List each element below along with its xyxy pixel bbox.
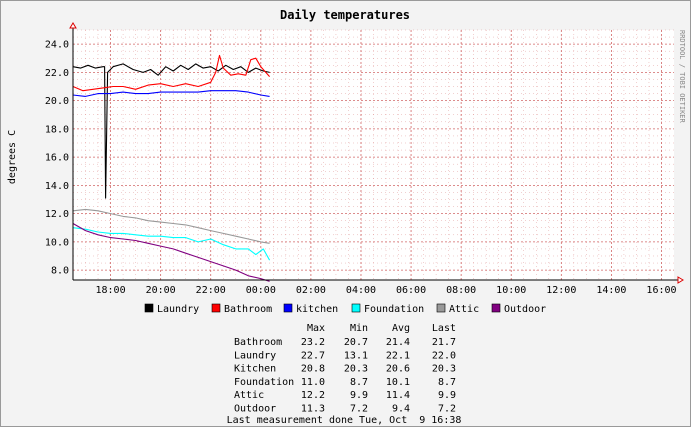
x-tick-labels: 18:00 20:00 22:00 00:00 02:00 04:00 06:00 08:00… — [96, 285, 677, 296]
stats-cell: 8.7 — [350, 377, 368, 388]
series-line-laundry — [72, 63, 270, 199]
data-series — [72, 54, 271, 282]
rrdtool-credit: RRDTOOL / TOBI OETIKER — [678, 30, 686, 124]
stats-cell: 22.7 — [301, 350, 325, 361]
x-tick-label: 12:00 — [546, 285, 576, 296]
stats-cell: 20.7 — [344, 337, 368, 348]
stats-cell: 20.3 — [432, 364, 456, 375]
legend-label: Foundation — [364, 304, 424, 315]
y-tick-label: 12.0 — [45, 209, 69, 220]
y-tick-label: 24.0 — [45, 40, 69, 51]
stats-header: Last — [432, 323, 456, 334]
stats-cell: 11.0 — [301, 377, 325, 388]
stats-cell: 13.1 — [344, 350, 368, 361]
plot-area: 24.0 22.0 20.0 18.0 16.0 14.0 12.0 10.0 8.0 18:0… — [45, 22, 684, 296]
stats-cell: 20.3 — [344, 364, 368, 375]
last-measurement-text: Last measurement done Tue, Oct 9 16:38 — [227, 415, 462, 426]
stats-header: Max — [307, 323, 325, 334]
series-line-bathroom — [72, 54, 271, 92]
stats-cell: 21.7 — [432, 337, 456, 348]
x-tick-label: 20:00 — [146, 285, 176, 296]
y-tick-label: 8.0 — [51, 266, 69, 277]
legend-label: kitchen — [296, 304, 338, 315]
stats-cell: 22.1 — [386, 350, 410, 361]
stats-header: Avg — [392, 323, 410, 334]
stats-cell: 9.9 — [350, 390, 368, 401]
stats-cell: 7.2 — [350, 404, 368, 415]
x-tick-label: 18:00 — [96, 285, 126, 296]
grid-lines — [73, 29, 674, 280]
legend-swatch-laundry — [144, 303, 154, 313]
x-tick-label: 06:00 — [396, 285, 426, 296]
stats-row-name: Foundation — [234, 377, 294, 388]
series-line-kitchen — [72, 90, 270, 97]
legend-swatch-bathroom — [211, 303, 221, 313]
legend: Laundry Bathroom kitchen Foundation Attic Out… — [144, 303, 546, 315]
stats-cell: 7.2 — [438, 404, 456, 415]
legend-label: Attic — [449, 304, 479, 315]
y-tick-label: 18.0 — [45, 124, 69, 135]
x-tick-label: 04:00 — [346, 285, 376, 296]
x-tick-label: 22:00 — [196, 285, 226, 296]
chart-title: Daily temperatures — [280, 8, 410, 22]
y-tick-label: 10.0 — [45, 237, 69, 248]
series-line-outdoor — [72, 223, 270, 282]
stats-row-name: Attic — [234, 390, 264, 401]
y-tick-label: 22.0 — [45, 68, 69, 79]
x-tick-label: 08:00 — [446, 285, 476, 296]
legend-swatch-foundation — [351, 303, 361, 313]
y-tick-label: 20.0 — [45, 96, 69, 107]
x-tick-label: 16:00 — [646, 285, 676, 296]
stats-cell: 9.9 — [438, 390, 456, 401]
x-tick-label: 14:00 — [596, 285, 626, 296]
y-axis-arrow — [69, 22, 77, 29]
stats-cell: 23.2 — [301, 337, 325, 348]
stats-cell: 9.4 — [392, 404, 410, 415]
stats-cell: 8.7 — [438, 377, 456, 388]
stats-cell: 11.3 — [301, 404, 325, 415]
y-tick-labels: 24.0 22.0 20.0 18.0 16.0 14.0 12.0 10.0 8.0 — [45, 40, 69, 277]
x-tick-label: 10:00 — [496, 285, 526, 296]
axes — [69, 22, 684, 284]
x-axis-arrow — [677, 276, 684, 284]
stats-cell: 21.4 — [386, 337, 410, 348]
y-tick-label: 16.0 — [45, 153, 69, 164]
stats-cell: 20.8 — [301, 364, 325, 375]
stats-row-name: Outdoor — [234, 404, 276, 415]
legend-label: Outdoor — [504, 304, 546, 315]
stats-cell: 12.2 — [301, 390, 325, 401]
x-tick-label: 02:00 — [296, 285, 326, 296]
stats-row-name: Kitchen — [234, 364, 276, 375]
stats-cell: 11.4 — [386, 390, 410, 401]
legend-swatch-kitchen — [283, 303, 293, 313]
stats-row-name: Bathroom — [234, 337, 282, 348]
stats-header: Min — [350, 323, 368, 334]
legend-label: Bathroom — [224, 304, 272, 315]
x-tick-label: 00:00 — [246, 285, 276, 296]
series-line-foundation — [72, 227, 271, 261]
stats-cell: 20.6 — [386, 364, 410, 375]
stats-cell: 10.1 — [386, 377, 410, 388]
legend-swatch-attic — [436, 303, 446, 313]
stats-row-name: Laundry — [234, 350, 276, 361]
legend-swatch-outdoor — [491, 303, 501, 313]
stats-cell: 22.0 — [432, 350, 456, 361]
y-tick-label: 14.0 — [45, 181, 69, 192]
series-line-attic — [72, 208, 270, 244]
y-axis-label: degrees C — [7, 130, 18, 184]
legend-label: Laundry — [157, 304, 199, 315]
stats-table: Max Min Avg Last Bathroom 23.2 20.7 21.4 21.7 Lau… — [234, 323, 456, 415]
